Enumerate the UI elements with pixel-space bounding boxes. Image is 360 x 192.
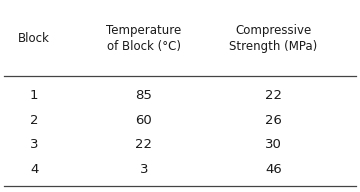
Text: 1: 1	[30, 89, 39, 102]
Text: 3: 3	[30, 138, 39, 151]
Text: 26: 26	[265, 113, 282, 127]
Text: 60: 60	[136, 113, 152, 127]
Text: 2: 2	[30, 113, 39, 127]
Text: 22: 22	[265, 89, 282, 102]
Text: 85: 85	[136, 89, 152, 102]
Text: 4: 4	[30, 163, 39, 176]
Text: 3: 3	[140, 163, 148, 176]
Text: Compressive
Strength (MPa): Compressive Strength (MPa)	[229, 24, 318, 53]
Text: Temperature
of Block (°C): Temperature of Block (°C)	[106, 24, 182, 53]
Text: 22: 22	[135, 138, 153, 151]
Text: Block: Block	[18, 32, 50, 45]
Text: 30: 30	[265, 138, 282, 151]
Text: 46: 46	[265, 163, 282, 176]
